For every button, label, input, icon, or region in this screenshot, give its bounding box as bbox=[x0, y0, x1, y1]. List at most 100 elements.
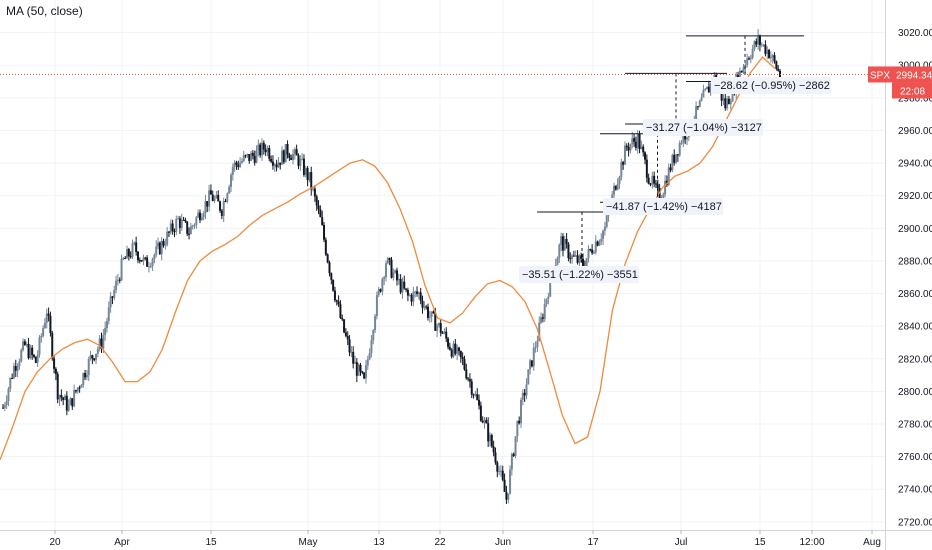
candle-body bbox=[98, 338, 101, 349]
candle-body bbox=[695, 106, 698, 122]
candle-body bbox=[434, 312, 437, 331]
candle-body bbox=[226, 193, 229, 202]
candle-body bbox=[264, 149, 267, 153]
candle-body bbox=[288, 154, 291, 158]
candle-body bbox=[640, 146, 643, 149]
candle-body bbox=[556, 257, 559, 266]
candle-body bbox=[113, 289, 116, 298]
y-tick-label: 2720.00 bbox=[898, 517, 932, 528]
x-tick-label: May bbox=[299, 537, 318, 548]
y-tick-label: 2980.00 bbox=[898, 93, 932, 104]
candle-body bbox=[543, 304, 546, 319]
candle-body bbox=[7, 388, 10, 401]
candle-body bbox=[468, 379, 471, 382]
measure-annotation: −41.87 (−1.42%) −4187 bbox=[600, 133, 723, 215]
candle-body bbox=[129, 256, 132, 258]
candle-body bbox=[408, 295, 411, 297]
candle-body bbox=[514, 436, 517, 456]
candle-body bbox=[38, 337, 41, 355]
candle-body bbox=[279, 162, 282, 165]
candle-body bbox=[549, 273, 552, 297]
candle-body bbox=[359, 364, 362, 372]
candle-body bbox=[259, 144, 262, 156]
y-tick-label: 2920.00 bbox=[898, 191, 932, 202]
candle-body bbox=[49, 315, 52, 333]
candle-body bbox=[421, 300, 424, 308]
candle-body bbox=[293, 149, 296, 154]
candle-body bbox=[12, 365, 15, 379]
candle-body bbox=[452, 343, 455, 357]
candle-body bbox=[779, 70, 781, 78]
candle-body bbox=[764, 44, 767, 55]
candle-body bbox=[585, 257, 588, 267]
candle-body bbox=[62, 397, 65, 401]
candle-body bbox=[605, 215, 608, 227]
candle-body bbox=[777, 68, 780, 71]
candle-body bbox=[488, 435, 491, 442]
candle-body bbox=[270, 158, 273, 162]
candle-body bbox=[261, 142, 263, 156]
candle-body bbox=[96, 348, 99, 354]
candle-body bbox=[653, 175, 656, 184]
candle-body bbox=[602, 230, 605, 239]
candle-body bbox=[111, 296, 114, 298]
candle-body bbox=[312, 188, 315, 190]
candle-body bbox=[649, 183, 652, 185]
candle-body bbox=[390, 259, 393, 278]
candle-body bbox=[631, 138, 634, 145]
candle-body bbox=[53, 358, 56, 369]
candle-body bbox=[594, 241, 597, 253]
candle-body bbox=[388, 258, 391, 260]
y-tick-label: 2740.00 bbox=[898, 485, 932, 496]
candle-body bbox=[459, 350, 462, 358]
candle-body bbox=[136, 251, 139, 261]
candle-body bbox=[757, 35, 760, 45]
candle-body bbox=[315, 196, 318, 206]
candle-body bbox=[40, 336, 43, 338]
candle-body bbox=[623, 145, 626, 165]
candle-body bbox=[727, 98, 730, 105]
candle-body bbox=[465, 369, 468, 379]
candle-body bbox=[406, 289, 409, 296]
candle-body bbox=[73, 390, 76, 407]
candle-body bbox=[746, 58, 749, 65]
candle-body bbox=[525, 384, 528, 396]
candle-body bbox=[93, 358, 96, 361]
candle-body bbox=[448, 346, 451, 350]
candle-body bbox=[536, 340, 539, 348]
measure-label: −35.51 (−1.22%) −3551 bbox=[522, 269, 638, 281]
candle-body bbox=[662, 194, 665, 200]
candle-body bbox=[105, 321, 108, 328]
candle-body bbox=[348, 339, 351, 353]
candle-body bbox=[16, 366, 19, 371]
measure-annotation: −31.27 (−1.04%) −3127 bbox=[625, 72, 763, 136]
candle-body bbox=[330, 273, 333, 280]
candle-body bbox=[27, 343, 30, 359]
candle-body bbox=[629, 144, 632, 151]
candle-body bbox=[297, 155, 300, 166]
candle-body bbox=[244, 155, 247, 157]
candle-body bbox=[100, 338, 103, 349]
measure-annotation: −35.51 (−1.22%) −3551 bbox=[519, 211, 639, 283]
candle-body bbox=[51, 332, 54, 359]
candle-body bbox=[224, 201, 227, 203]
x-tick-label: 15 bbox=[754, 537, 766, 548]
candle-body bbox=[228, 186, 231, 194]
countdown-badge bbox=[892, 82, 932, 99]
candle-body bbox=[569, 258, 572, 260]
candle-body bbox=[534, 347, 537, 349]
candle-body bbox=[505, 491, 508, 500]
candle-body bbox=[281, 150, 284, 165]
candle-body bbox=[354, 362, 357, 364]
candle-body bbox=[310, 172, 313, 190]
candle-body bbox=[766, 49, 769, 55]
candle-body bbox=[614, 185, 617, 190]
candle-body bbox=[339, 304, 342, 318]
candle-body bbox=[530, 360, 533, 367]
candle-body bbox=[625, 145, 628, 148]
candle-body bbox=[23, 341, 26, 345]
candle-body bbox=[494, 452, 497, 463]
candle-body bbox=[529, 360, 532, 370]
candle-body bbox=[67, 405, 70, 411]
